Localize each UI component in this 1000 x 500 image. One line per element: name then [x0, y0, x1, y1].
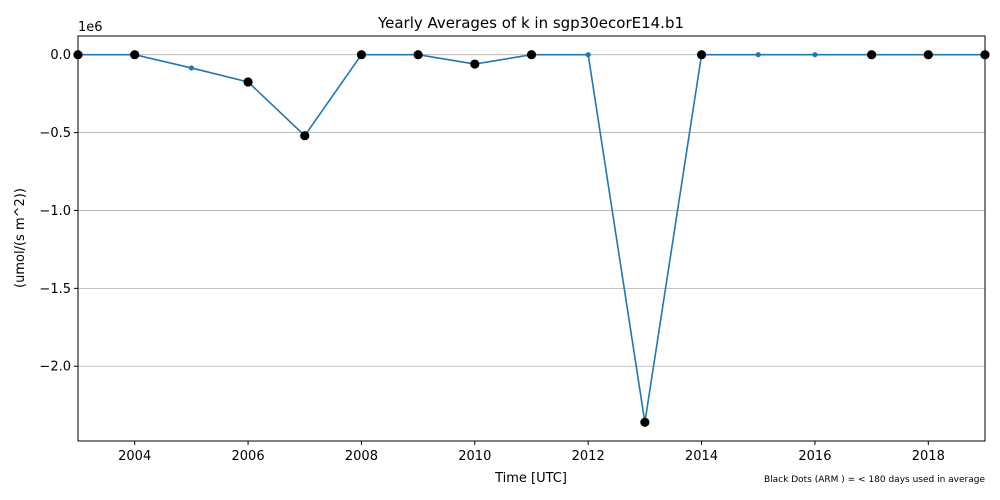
- x-tick-label: 2010: [458, 449, 491, 464]
- data-point: [188, 65, 194, 71]
- sparse-data-marker: [356, 50, 367, 60]
- x-tick-label: 2008: [345, 449, 378, 464]
- chart-title: Yearly Averages of k in sgp30ecorE14.b1: [377, 14, 684, 32]
- sparse-data-marker: [640, 417, 650, 427]
- y-tick-label: 0.0: [50, 48, 71, 63]
- plot-frame: [77, 35, 986, 442]
- x-tick-label: 2006: [232, 449, 265, 464]
- y-offset-label: 1e6: [78, 20, 103, 35]
- x-axis-label: Time [UTC]: [494, 471, 567, 486]
- plot-background: [78, 36, 985, 441]
- sparse-data-marker: [300, 131, 310, 141]
- sparse-data-marker: [243, 77, 253, 87]
- sparse-data-marker: [413, 50, 423, 60]
- y-tick-label: −0.5: [39, 126, 71, 141]
- sparse-data-marker: [470, 59, 480, 69]
- y-tick-label: −1.5: [39, 282, 71, 297]
- x-axis: 2004 2006 2008 2010 2012 2014 2016 2018: [118, 441, 945, 464]
- x-tick-label: 2014: [685, 449, 718, 464]
- sparse-data-marker: [130, 50, 140, 60]
- x-tick-label: 2018: [912, 449, 945, 464]
- data-point: [585, 52, 591, 58]
- y-axis: 0.0 −0.5 −1.0 −1.5 −2.0: [39, 48, 78, 375]
- sparse-data-marker: [867, 50, 877, 60]
- data-point: [812, 52, 818, 58]
- data-point: [755, 52, 761, 58]
- y-axis-label: (umol/(s m^2)): [13, 188, 28, 288]
- series-layer: [73, 50, 990, 427]
- x-tick-label: 2012: [572, 449, 605, 464]
- x-tick-label: 2016: [798, 449, 831, 464]
- sparse-data-marker: [923, 50, 933, 60]
- footnote: Black Dots (ARM ) = < 180 days used in a…: [764, 475, 985, 485]
- y-tick-label: −2.0: [39, 360, 71, 375]
- sparse-data-marker: [526, 50, 537, 60]
- y-tick-label: −1.0: [39, 204, 71, 219]
- sparse-data-marker: [696, 50, 707, 60]
- x-tick-label: 2004: [118, 449, 151, 464]
